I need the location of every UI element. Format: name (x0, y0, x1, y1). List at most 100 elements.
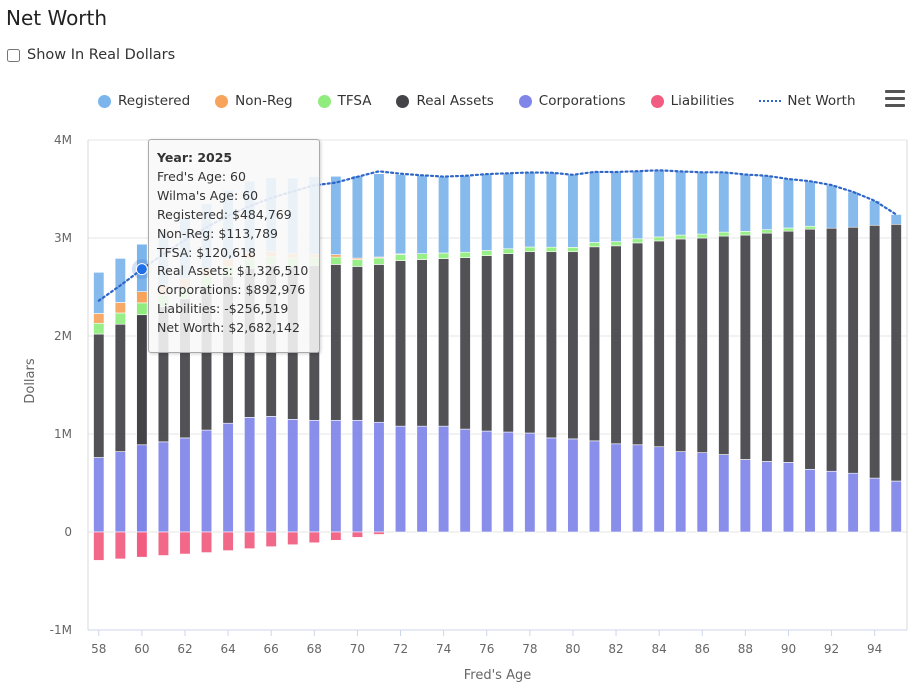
legend-marker-net-worth (759, 100, 782, 102)
bar-tfsa (502, 248, 514, 254)
bar-corporations (308, 419, 320, 533)
hamburger-menu-icon[interactable] (885, 90, 905, 108)
bar-real-assets (761, 232, 773, 462)
bar-corporations (826, 470, 838, 533)
bar-tfsa (696, 233, 708, 239)
bar-corporations (416, 425, 428, 533)
legend-item-net-worth[interactable]: Net Worth (759, 93, 856, 109)
bar-real-assets (588, 246, 601, 442)
bar-liabilities (157, 531, 169, 556)
legend-item-non-reg[interactable]: Non-Reg (215, 93, 293, 109)
legend-label-real-assets: Real Assets (416, 93, 494, 109)
bar-corporations (588, 440, 601, 533)
bar-registered (114, 258, 126, 303)
x-tick-label: 68 (307, 642, 322, 656)
bar-liabilities (373, 531, 385, 535)
bar-non-reg (136, 291, 148, 304)
bar-corporations (696, 452, 708, 533)
x-tick-label: 88 (738, 642, 753, 656)
bar-non-reg (93, 313, 105, 324)
bar-real-assets (351, 266, 363, 421)
bar-tfsa (459, 251, 471, 258)
legend-item-liabilities[interactable]: Liabilities (650, 93, 734, 109)
x-tick-label: 72 (393, 642, 408, 656)
bar-corporations (351, 419, 363, 533)
bar-corporations (653, 446, 665, 533)
tooltip-line: Fred's Age: 60 (157, 168, 246, 184)
tooltip-line: Corporations: $892,976 (157, 282, 306, 298)
bar-corporations (632, 444, 644, 533)
x-tick-label: 64 (220, 642, 235, 656)
legend-item-registered[interactable]: Registered (98, 93, 190, 109)
tooltip-title: Year: 2025 (157, 150, 233, 165)
bar-registered (890, 214, 902, 225)
bar-corporations (459, 428, 471, 533)
legend-item-tfsa[interactable]: TFSA (317, 93, 371, 109)
bar-non-reg (330, 254, 342, 258)
bar-corporations (847, 472, 859, 533)
bar-registered (782, 178, 795, 229)
bar-tfsa (718, 231, 730, 237)
bar-registered (847, 191, 859, 228)
bar-real-assets (545, 251, 557, 439)
bar-liabilities (351, 531, 363, 538)
x-tick-label: 86 (695, 642, 710, 656)
bar-real-assets (93, 333, 105, 458)
bar-corporations (222, 422, 234, 533)
bar-registered (459, 175, 471, 253)
tooltip-line: Net Worth: $2,682,142 (157, 320, 300, 336)
bar-registered (675, 171, 687, 236)
bar-corporations (739, 459, 751, 533)
bar-registered (653, 169, 665, 238)
real-dollars-toggle[interactable]: Show In Real Dollars (6, 47, 175, 63)
legend-item-corporations[interactable]: Corporations (518, 93, 626, 109)
bar-tfsa (416, 253, 428, 260)
bar-liabilities (136, 531, 148, 558)
bar-tfsa (394, 254, 407, 261)
legend-label-corporations: Corporations (538, 93, 626, 109)
bar-real-assets (890, 223, 902, 482)
bar-registered (869, 200, 881, 226)
bar-real-assets (869, 224, 881, 479)
bar-corporations (675, 451, 687, 533)
bar-corporations (244, 417, 256, 533)
bar-registered (567, 174, 579, 248)
bar-corporations (804, 468, 816, 533)
bar-corporations (114, 451, 126, 533)
bar-corporations (200, 429, 213, 533)
bar-tfsa (330, 256, 342, 265)
bar-liabilities (330, 531, 342, 541)
chart-legend: Registered Non-Reg TFSA Real Assets Corp… (98, 93, 881, 109)
x-tick-label: 76 (479, 642, 494, 656)
bar-real-assets (847, 226, 859, 474)
bar-registered (804, 180, 816, 227)
bar-registered (416, 174, 428, 254)
bar-corporations (782, 462, 795, 533)
bar-registered (588, 171, 601, 243)
y-tick-label: 3M (54, 231, 72, 245)
x-tick-label: 60 (134, 642, 149, 656)
bar-tfsa (588, 242, 601, 248)
bar-corporations (567, 438, 579, 533)
y-tick-label: 0 (64, 525, 72, 539)
legend-item-real-assets[interactable]: Real Assets (396, 93, 494, 109)
x-tick-label: 84 (652, 642, 667, 656)
bar-corporations (136, 444, 148, 533)
bar-tfsa (93, 322, 105, 335)
bar-liabilities (308, 531, 320, 544)
bar-corporations (718, 454, 730, 533)
net-worth-line (97, 169, 898, 302)
y-tick-label: 1M (54, 427, 72, 441)
chart-tooltip: Year: 2025 Fred's Age: 60 Wilma's Age: 6… (148, 139, 320, 353)
bar-tfsa (373, 257, 385, 265)
tooltip-line: Real Assets: $1,326,510 (157, 263, 309, 279)
bar-corporations (524, 432, 536, 533)
tooltip-line: Registered: $484,769 (157, 206, 292, 222)
bar-corporations (157, 441, 169, 533)
bar-registered (438, 176, 450, 254)
bar-registered (394, 174, 407, 255)
bar-corporations (502, 431, 514, 533)
legend-label-non-reg: Non-Reg (235, 93, 293, 109)
real-dollars-checkbox[interactable] (7, 48, 20, 62)
bar-tfsa (351, 259, 363, 267)
